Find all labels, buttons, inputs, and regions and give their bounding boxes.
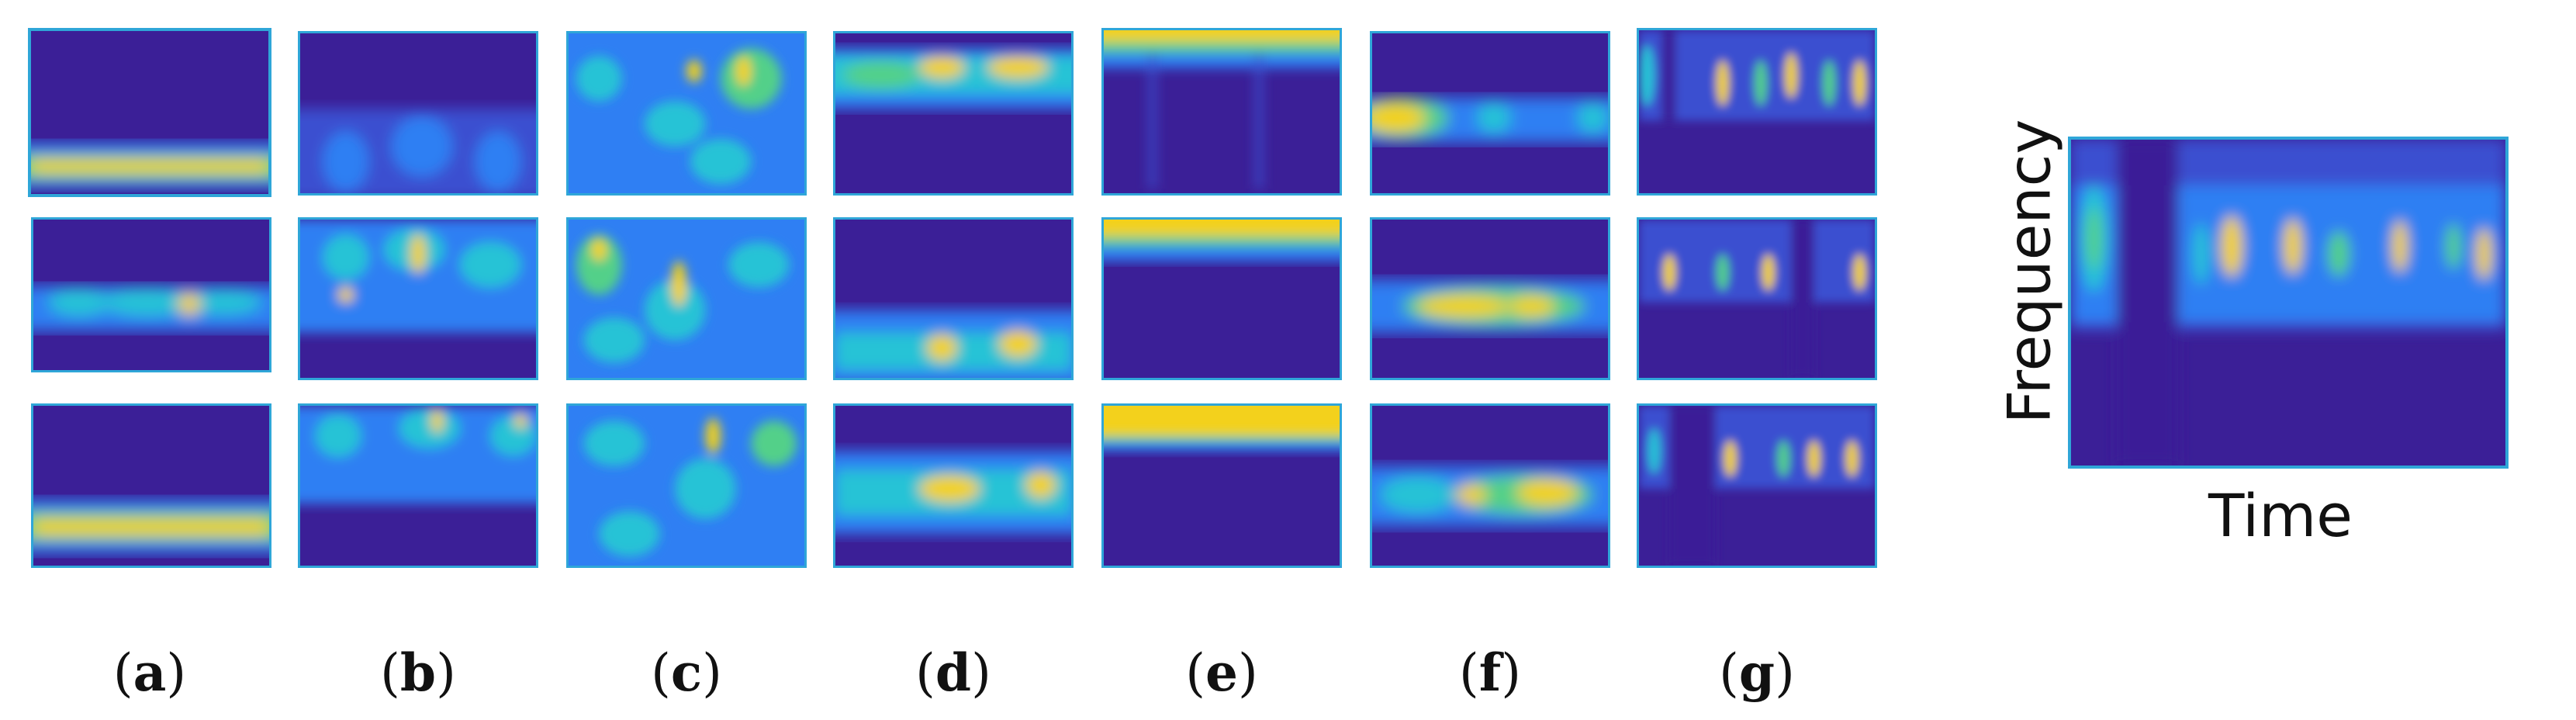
spectrogram-e3 (1101, 403, 1342, 568)
column-label-c: (c) (651, 642, 722, 703)
column-label-e: (e) (1185, 642, 1258, 703)
spectrogram-c3 (566, 403, 807, 568)
x-axis-label: Time (2208, 481, 2353, 550)
spectrogram-f1 (1370, 31, 1610, 196)
spectrogram-b3 (298, 403, 538, 568)
spectrogram-d1 (833, 31, 1074, 196)
spectrogram-b1 (298, 31, 538, 196)
spectrogram-c2 (566, 217, 807, 380)
spectrogram-e2 (1101, 217, 1342, 380)
spectrogram-b2 (298, 217, 538, 380)
spectrogram-g3 (1637, 403, 1877, 568)
column-label-a: (a) (112, 642, 187, 703)
spectrogram-d2 (833, 217, 1074, 380)
spectrogram-enlarged (2068, 137, 2509, 469)
spectrogram-f3 (1370, 403, 1610, 568)
spectrogram-d3 (833, 403, 1074, 568)
column-label-d: (d) (915, 642, 991, 703)
spectrogram-g2 (1637, 217, 1877, 380)
spectrogram-c1 (566, 31, 807, 196)
spectrogram-g1 (1637, 28, 1877, 196)
spectrogram-a2 (31, 217, 271, 372)
column-label-g: (g) (1719, 642, 1795, 703)
spectrogram-f2 (1370, 217, 1610, 380)
column-label-f: (f) (1459, 642, 1521, 703)
spectrogram-e1 (1101, 28, 1342, 196)
spectrogram-a1 (28, 28, 271, 197)
column-label-b: (b) (380, 642, 456, 703)
spectrogram-a3 (31, 403, 271, 568)
